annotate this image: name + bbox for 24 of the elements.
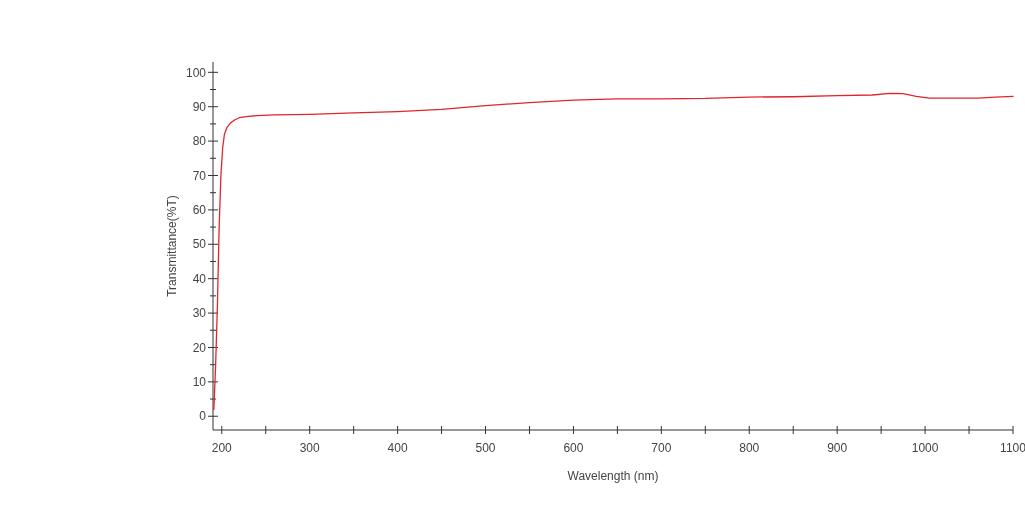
y-tick-label: 0 <box>199 409 207 424</box>
x-tick-label: 1100 <box>1000 441 1025 455</box>
y-tick-label: 90 <box>192 99 207 114</box>
x-tick-label: 500 <box>475 441 496 455</box>
x-tick-label: 600 <box>563 441 584 455</box>
y-tick-label: 60 <box>192 203 207 218</box>
x-tick-label: 400 <box>387 441 408 455</box>
y-tick-label: 70 <box>192 168 207 183</box>
line-series <box>213 92 1014 411</box>
y-tick-label: 100 <box>185 65 207 80</box>
y-tick-label: 30 <box>192 306 207 321</box>
x-axis-title: Wavelength (nm) <box>567 469 659 483</box>
x-tick-label: 900 <box>827 441 848 455</box>
x-tick-label: 200 <box>211 441 233 455</box>
y-tick-label: 20 <box>192 340 207 355</box>
x-tick-label: 300 <box>299 441 321 455</box>
y-tick-label: 80 <box>192 134 207 149</box>
y-tick-label: 10 <box>192 375 207 390</box>
x-tick-label: 800 <box>739 441 760 455</box>
y-tick-label: 40 <box>192 271 207 286</box>
y-axis-title: Transmittance(%T) <box>165 195 179 297</box>
x-tick-label: 700 <box>651 441 672 455</box>
y-tick-label: 50 <box>192 237 207 252</box>
x-tick-label: 1000 <box>911 441 939 455</box>
